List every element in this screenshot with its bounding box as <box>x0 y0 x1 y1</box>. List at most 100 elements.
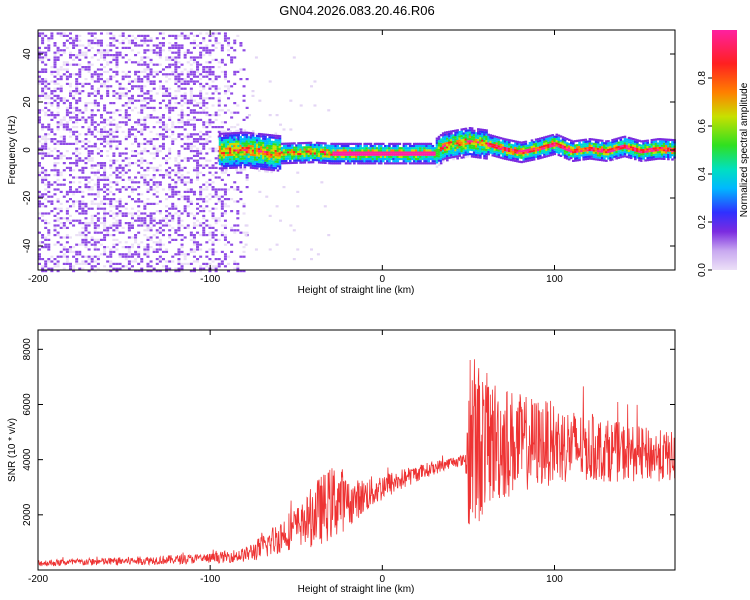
spectrogram-cell <box>497 143 501 146</box>
spectrogram-cell <box>408 142 412 145</box>
spectrogram-cell <box>158 238 162 241</box>
spectrogram-cell <box>202 214 206 217</box>
spectrogram-cell <box>180 265 184 268</box>
spectrogram-cell <box>38 80 41 83</box>
spectrogram-cell <box>186 121 190 124</box>
spectrogram-cell <box>605 159 608 162</box>
spectrogram-cell <box>584 145 588 148</box>
spectrogram-cell <box>53 58 57 61</box>
spectrogram-cell <box>41 219 45 222</box>
spectrogram-cell <box>192 73 196 76</box>
spectrogram-cell <box>146 166 150 169</box>
spectrogram-cell <box>174 193 178 196</box>
spectrogram-cell <box>223 234 227 237</box>
spectrogram-cell <box>192 82 196 85</box>
spectrogram-cell <box>140 150 144 153</box>
spectrogram-cell <box>462 151 466 155</box>
spectrogram-cell <box>274 149 278 152</box>
spectrogram-cell <box>470 153 474 156</box>
spectrogram-cell <box>276 152 280 155</box>
spectrogram-cell <box>427 142 431 145</box>
spectrogram-cell <box>462 132 466 135</box>
spectrogram-cell <box>192 234 196 237</box>
spectrogram-cell <box>297 152 300 156</box>
spectrogram-cell <box>143 42 147 45</box>
spectrogram-cell <box>96 42 100 45</box>
spectrogram-cell <box>508 156 511 159</box>
spectrogram-cell <box>152 250 156 253</box>
spectrogram-cell <box>103 176 107 179</box>
spectrogram-cell <box>456 148 459 151</box>
spectrogram-cell <box>56 260 60 263</box>
spectrogram-cell <box>72 219 76 222</box>
spectrogram-cell <box>625 155 629 158</box>
spectrogram-cell <box>611 151 614 155</box>
spectrogram-cell <box>590 149 594 152</box>
spectrogram-cell <box>44 222 48 225</box>
spectrogram-cell <box>274 164 278 168</box>
spectrogram-cell <box>50 70 54 73</box>
spectrogram-cell <box>462 141 466 144</box>
spectrogram-cell <box>53 188 57 191</box>
spectrogram-cell <box>68 219 72 222</box>
spectrogram-cell <box>276 156 280 159</box>
spectrogram-cell <box>124 116 128 119</box>
spectrogram-cell <box>417 147 420 150</box>
spectrogram-cell <box>619 153 623 157</box>
spectrogram-cell <box>112 250 116 253</box>
spectrogram-cell <box>324 157 327 160</box>
spectrogram-cell <box>115 169 119 172</box>
spectrogram-cell <box>62 123 66 126</box>
spectrogram-cell <box>510 143 513 147</box>
spectrogram-cell <box>357 147 360 150</box>
spectrogram-cell <box>361 160 364 163</box>
spectrogram-cell <box>65 166 69 169</box>
spectrogram-cell <box>223 198 227 201</box>
spectrogram-cell <box>592 153 596 156</box>
spectrogram-cell <box>229 132 232 135</box>
spectrogram-cell <box>140 217 144 220</box>
spectrogram-cell <box>109 123 113 126</box>
spectrogram-cell <box>44 114 48 117</box>
spectrogram-cell <box>262 144 265 147</box>
spectrogram-cell <box>41 135 45 138</box>
spectrogram-cell <box>311 161 315 164</box>
spectrogram-cell <box>275 205 279 208</box>
spectrogram-cell <box>149 270 153 273</box>
spectrogram-cell <box>310 85 314 88</box>
spectrogram-cell <box>41 68 45 71</box>
spectrogram-cell <box>344 155 348 158</box>
spectrogram-cell <box>223 210 227 213</box>
spectrogram-cell <box>241 161 245 165</box>
spectrogram-cell <box>165 162 169 165</box>
spectrogram-cell <box>115 205 119 208</box>
spectrogram-cell <box>379 162 383 165</box>
spectrogram-cell <box>371 160 375 163</box>
spectrogram-cell <box>106 44 110 47</box>
spectrogram-cell <box>223 70 227 73</box>
spectrogram-cell <box>220 164 224 167</box>
spectrogram-cell <box>249 164 253 167</box>
spectrogram-cell <box>174 181 178 184</box>
spectrogram-cell <box>134 135 138 138</box>
spectrogram-cell <box>180 80 184 83</box>
spectrogram-cell <box>481 128 484 131</box>
spectrogram-cell <box>415 142 418 145</box>
spectrogram-cell <box>524 157 528 161</box>
spectrogram-cell <box>584 149 588 152</box>
spectrogram-cell <box>388 160 391 163</box>
spectrogram-cell <box>53 219 57 222</box>
spectrogram-cell <box>230 210 234 213</box>
spectrogram-cell <box>56 224 60 227</box>
spectrogram-cell <box>47 46 51 49</box>
spectrogram-cell <box>96 219 100 222</box>
spectrogram-cell <box>186 212 190 215</box>
spectrogram-cell <box>485 153 488 156</box>
spectrogram-cell <box>274 167 278 170</box>
spectrogram-cell <box>205 92 209 95</box>
spectrogram-cell <box>229 145 232 148</box>
spectrogram-cell <box>332 144 335 148</box>
spectrogram-cell <box>96 171 100 174</box>
spectrogram-cell <box>53 181 57 184</box>
spectrogram-cell <box>220 207 224 210</box>
